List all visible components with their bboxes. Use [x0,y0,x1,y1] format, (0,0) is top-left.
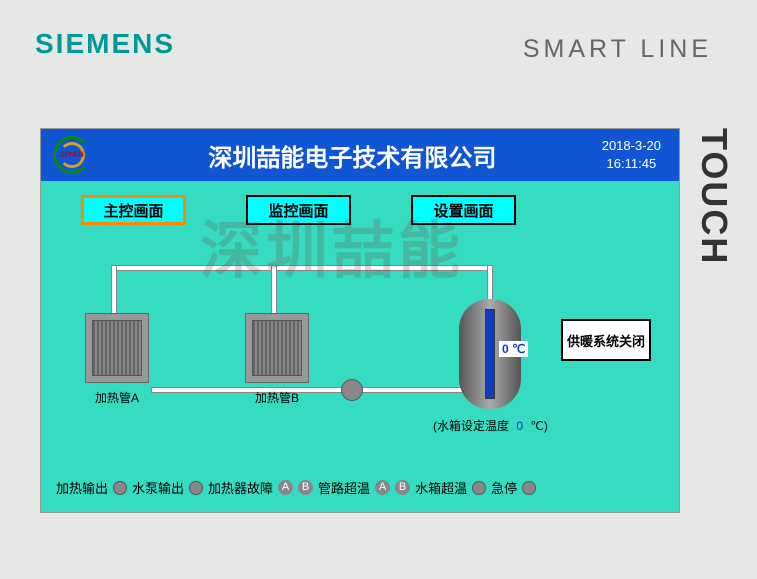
pump-output-label: 水泵输出 [132,478,184,497]
siemens-brand: SIEMENS [35,28,175,60]
pipe-icon [111,265,491,271]
pipe-icon [151,387,471,393]
touch-label: TOUCH [693,128,735,265]
system-status-box: 供暖系统关闭 [561,319,651,361]
tank-overtemp-label: 水箱超温 [415,478,467,497]
hmi-screen: ZENEN 深圳喆能电子技术有限公司 2018-3-20 16:11:45 主控… [40,128,680,513]
heating-output-label: 加热输出 [56,478,108,497]
tank-overtemp-indicator [472,481,486,495]
heater-a-icon [85,313,149,383]
pipe-overtemp-label: 管路超温 [318,478,370,497]
nav-settings-button[interactable]: 设置画面 [411,195,516,225]
smart-line-label: SMART LINE [523,35,712,64]
heater-fault-label: 加热器故障 [208,478,273,497]
nav-monitor-button[interactable]: 监控画面 [246,195,351,225]
heating-output-indicator [113,481,127,495]
datetime-block: 2018-3-20 16:11:45 [602,137,669,173]
set-temp-suffix: ℃) [530,419,547,433]
logo-text: ZENEN [60,152,84,159]
set-temp-value: 0 [516,419,523,433]
heater-fault-b-indicator: B [298,480,313,495]
heater-a-label: 加热管A [95,389,139,406]
process-diagram: 加热管A 加热管B 0 ℃ (水箱设定温度 0 ℃) 供暖系统关闭 [41,239,679,459]
pipe-overtemp-b-indicator: B [395,480,410,495]
tank-icon: 0 ℃ [459,299,521,409]
nav-row: 主控画面 监控画面 设置画面 [41,181,679,239]
time-value: 16:11:45 [602,155,661,173]
estop-label: 急停 [491,478,517,497]
heater-fault-a-indicator: A [278,480,293,495]
set-temp-prefix: (水箱设定温度 [433,419,509,433]
pump-icon [341,379,363,401]
tank-gauge-icon [485,309,495,399]
heater-b-label: 加热管B [255,389,299,406]
pipe-overtemp-a-indicator: A [375,480,390,495]
nav-main-button[interactable]: 主控画面 [81,195,186,225]
title-bar: ZENEN 深圳喆能电子技术有限公司 2018-3-20 16:11:45 [41,129,679,181]
company-title: 深圳喆能电子技术有限公司 [103,138,602,173]
estop-indicator [522,481,536,495]
pump-output-indicator [189,481,203,495]
tank-temp-value: 0 ℃ [499,341,528,357]
company-logo: ZENEN [51,134,93,176]
pipe-icon [271,265,277,315]
set-temp-label: (水箱设定温度 0 ℃) [433,417,548,434]
date-value: 2018-3-20 [602,137,661,155]
pipe-icon [111,265,117,315]
heater-b-icon [245,313,309,383]
indicator-row: 加热输出 水泵输出 加热器故障 A B 管路超温 A B 水箱超温 急停 [56,478,664,497]
